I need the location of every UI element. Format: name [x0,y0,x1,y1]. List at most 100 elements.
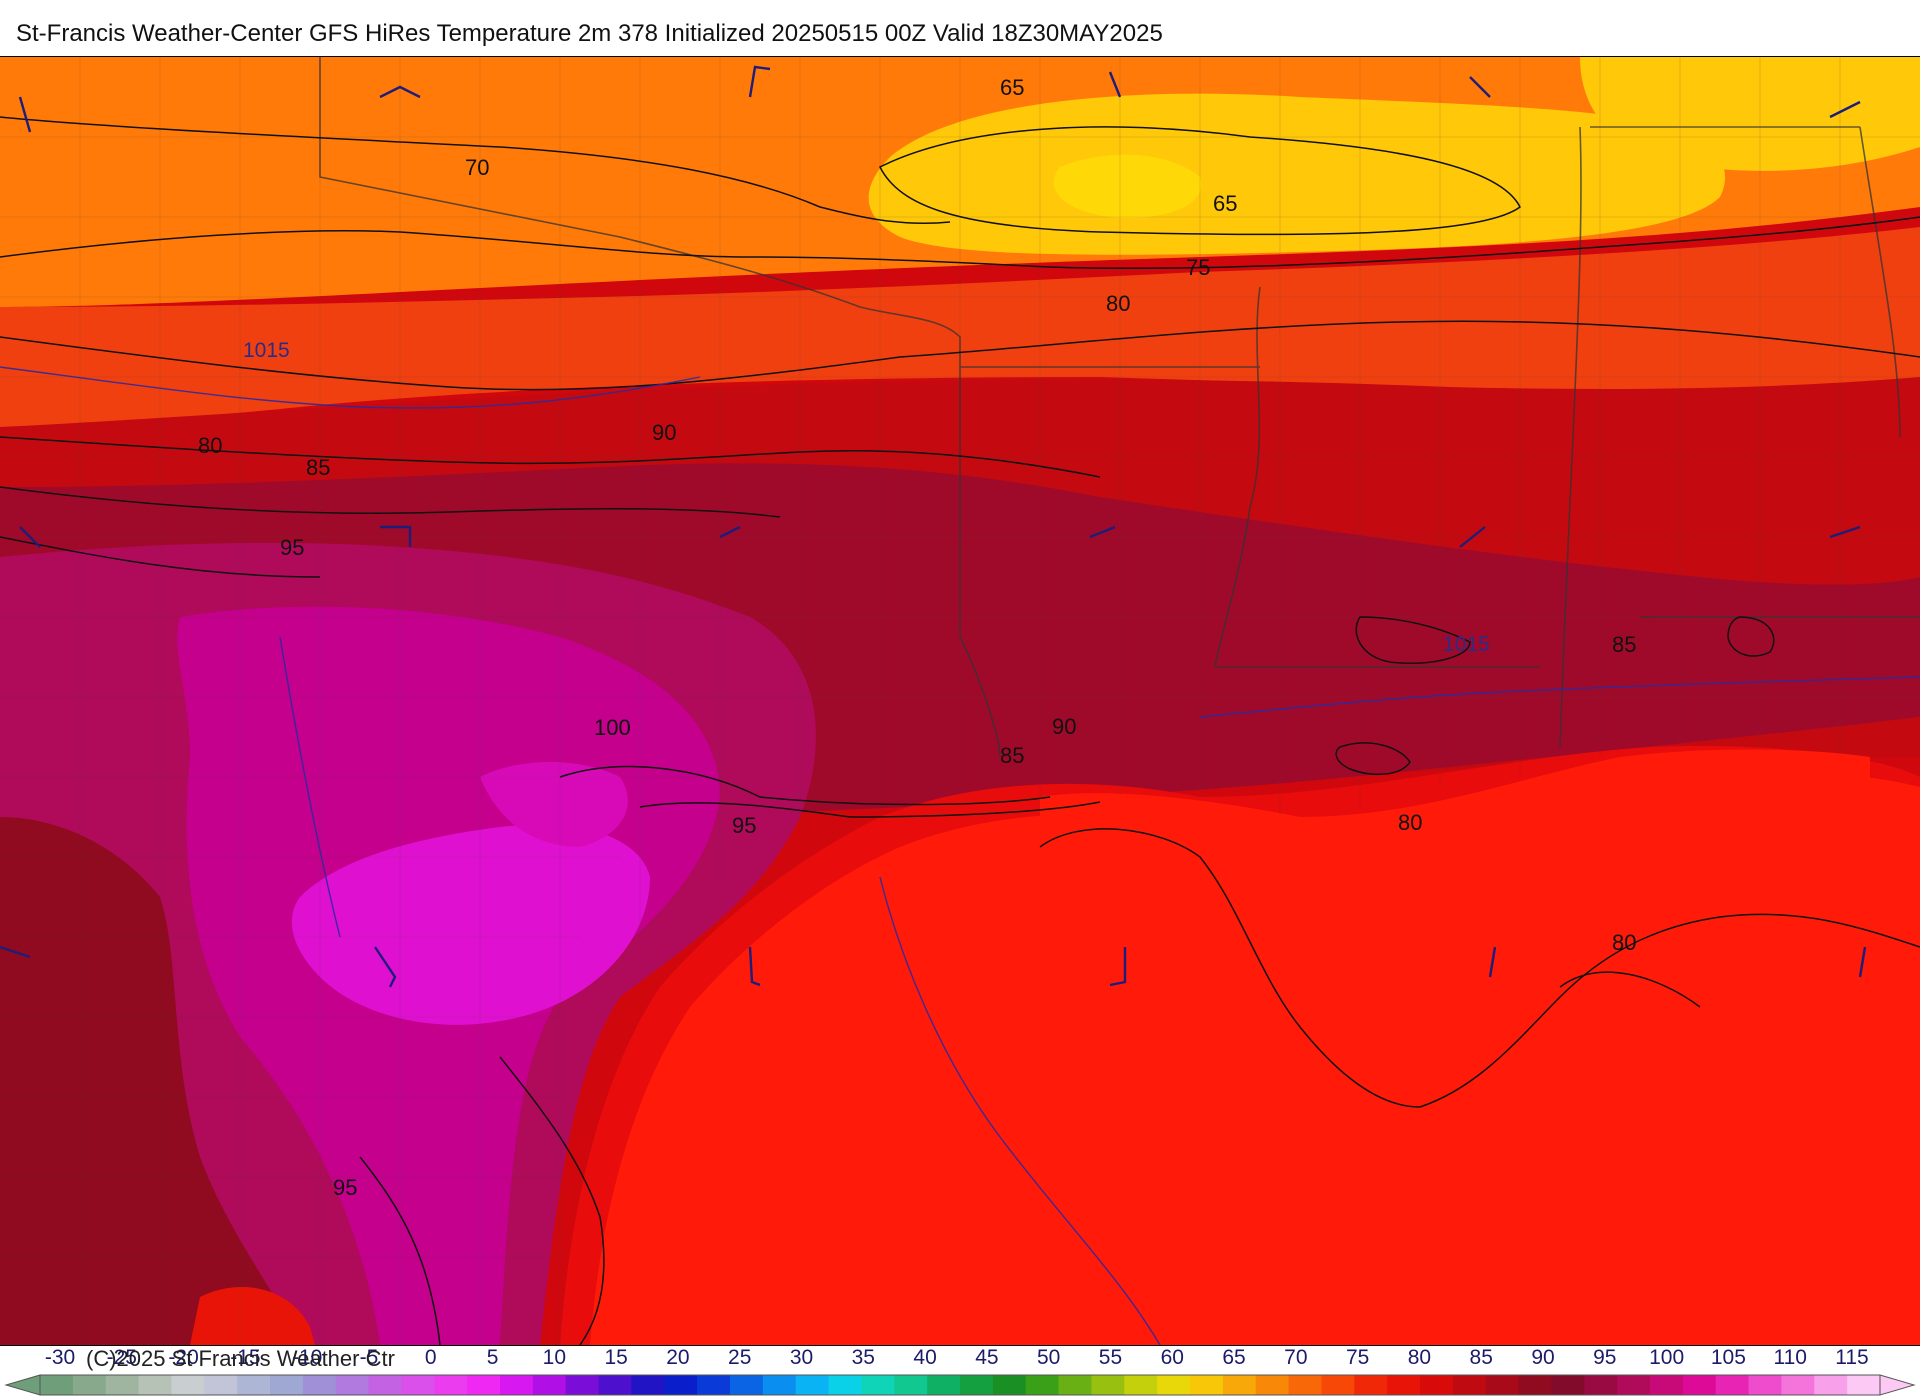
colorbar-swatch [105,1375,140,1395]
colorbar-swatch [72,1375,107,1395]
wind-barb [1488,946,1497,978]
contour-label: 85 [306,455,330,480]
county-grid [0,57,1920,1345]
temperature-map[interactable]: 70 65 65 75 80 80 85 90 95 100 95 85 90 … [0,56,1920,1346]
colorbar-swatch [992,1375,1027,1395]
contour-label: 85 [1612,632,1636,657]
wind-barb [19,526,41,548]
wind-barbs [0,65,1867,988]
wind-barb [380,525,412,547]
legend-tick-label: 90 [1531,1346,1555,1369]
legend-tick-label: -10 [291,1346,323,1369]
legend-tick-label: 30 [789,1346,814,1369]
colorbar-swatch [861,1375,895,1395]
colorbar-swatch [1387,1375,1421,1395]
legend-tick-label: 40 [913,1346,937,1369]
colorbar-swatch [270,1375,304,1395]
contour-labels: 70 65 65 75 80 80 85 90 95 100 95 85 90 … [198,75,1636,1200]
colorbar-swatch [138,1375,172,1395]
southwest-red-patch [190,1287,315,1345]
legend-tick-label: 55 [1098,1346,1123,1369]
gulf-subregion [1040,749,1870,1151]
contour-label: 65 [1000,75,1024,100]
colorbar-swatch [1190,1375,1224,1395]
colorbar-swatch [171,1375,205,1395]
wind-barb [1829,100,1861,119]
colorbar-swatch [1058,1375,1092,1395]
state-borders [319,57,1920,758]
legend-tick-label: 105 [1710,1346,1746,1369]
colorbar-swatch [1025,1375,1060,1395]
colorbar-swatch [1452,1375,1487,1395]
wind-barb [0,945,31,959]
wind-barb [1858,946,1867,978]
contour-label: 90 [1052,714,1076,739]
north-red-orange-band [0,227,1920,427]
colorbar-swatch [1650,1375,1684,1395]
colorbar-swatch [1157,1375,1191,1395]
wind-barb [1829,525,1861,539]
colorbar-swatch [467,1375,501,1395]
temperature-legend: -30 -25 -20 -15 -10 -5 0 5 10 15 20 25 30 35 40 45 50 55 6… [0,1344,1920,1400]
colorbar-max-arrow [1879,1374,1916,1396]
legend-tick-labels: -30 -25 -20 -15 -10 -5 0 5 10 15 20 25 30 35 40 45 50 55 6… [0,1344,1920,1370]
colorbar-frame [39,1374,1881,1396]
isobar-labels: 1015 1015 [243,339,1490,656]
colorbar-swatch [1091,1375,1125,1395]
colorbar-swatch [368,1375,402,1395]
colorbar-swatch [1321,1375,1355,1395]
contour-label: 80 [1106,291,1130,316]
colorbar-swatch [1584,1375,1618,1395]
isobar-label: 1015 [1443,633,1490,656]
colorbar-swatch [1847,1375,1881,1395]
legend-tick-label: 25 [728,1346,752,1369]
legend-tick-label: -25 [106,1346,137,1369]
north-gold-area [1053,154,1202,218]
colorbar-swatch [434,1375,468,1395]
texas-hottest-region-2 [480,762,628,847]
colorbar-swatch [1288,1375,1322,1395]
colorbar-swatch [1222,1375,1257,1395]
contour-label: 95 [333,1175,357,1200]
colorbar-swatch [1124,1375,1158,1395]
legend-tick-label: 5 [486,1346,499,1369]
legend-tick-label: 115 [1835,1346,1869,1369]
wind-barb [748,946,761,987]
contour-label: 85 [1000,743,1024,768]
legend-tick-label: 60 [1160,1346,1184,1369]
contour-label: 70 [465,155,489,180]
legend-tick-label: -15 [230,1346,261,1369]
contour-label: 75 [1186,255,1210,280]
contour-label: 100 [594,715,631,740]
colorbar-swatch [1748,1375,1782,1395]
colorbar-swatch [1354,1375,1388,1395]
colorbar-swatch [1617,1375,1651,1395]
legend-tick-label: 95 [1593,1346,1617,1369]
legend-tick-label: 85 [1469,1346,1493,1369]
colorbar-swatch [828,1375,862,1395]
colorbar-swatch [927,1375,961,1395]
colorbar-swatch [1551,1375,1585,1395]
legend-tick-label: 110 [1773,1346,1807,1369]
colorbar-swatch [1682,1375,1717,1395]
colorbar-swatch [40,1375,74,1395]
colorbar-swatch [532,1375,567,1395]
colorbar-swatch [1485,1375,1520,1395]
legend-tick-label: 65 [1222,1346,1246,1369]
contour-label: 80 [198,433,222,458]
colorbar-swatch [335,1375,370,1395]
colorbar-swatch [631,1375,665,1395]
wind-barb [379,85,421,99]
wind-barb [1108,71,1122,98]
colorbar-swatch [894,1375,928,1395]
copyright-text: (C)2025 St Francis Weather Ctr [86,1346,395,1371]
contour-label: 95 [732,813,756,838]
colorbar-swatch [500,1375,534,1395]
colorbar [4,1374,1916,1396]
legend-tick-label: 80 [1407,1346,1432,1369]
legend-tick-label: -20 [168,1346,199,1369]
wind-barb [719,525,741,539]
colorbar-swatch [401,1375,435,1395]
legend-tick-label: -5 [359,1346,379,1369]
colorbar-swatch [1420,1375,1454,1395]
